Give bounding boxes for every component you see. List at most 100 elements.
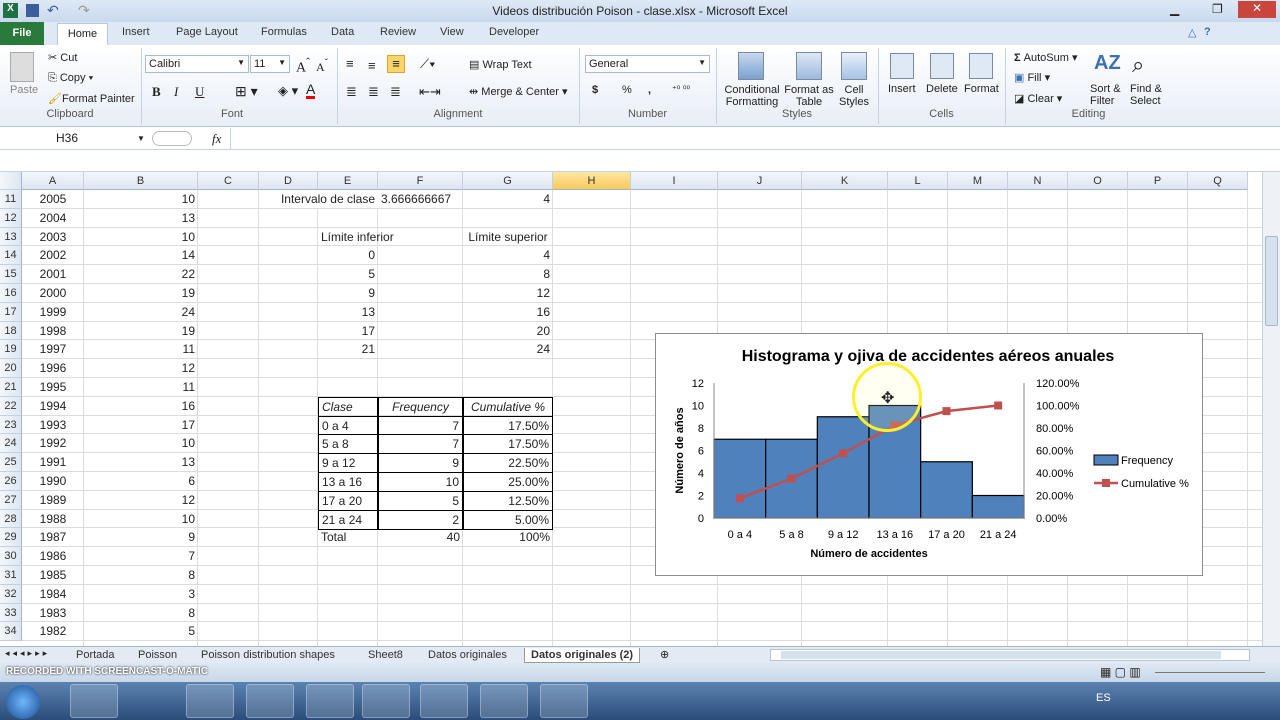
name-box[interactable]: H36 ▼ <box>56 131 145 145</box>
table-cell[interactable]: 17.50% <box>463 415 553 436</box>
cell-year[interactable]: 1995 <box>39 380 67 394</box>
insert-sheet-icon[interactable]: ⊕ <box>660 649 670 661</box>
row-header[interactable]: 17 <box>0 302 22 322</box>
cell-year[interactable]: 1985 <box>39 568 67 582</box>
cell-year[interactable]: 1990 <box>39 474 67 488</box>
table-cell[interactable]: 17.50% <box>463 434 553 455</box>
row-header[interactable]: 30 <box>0 547 22 566</box>
sheet-tab[interactable]: Poisson <box>138 649 178 661</box>
cell-accidents[interactable]: 16 <box>181 398 195 413</box>
row-header[interactable]: 11 <box>0 190 22 209</box>
upper-limit-label[interactable]: Límite superior <box>468 229 548 244</box>
upper-limit[interactable]: 24 <box>536 342 550 357</box>
column-header-B[interactable]: B <box>84 172 198 190</box>
row-header[interactable]: 22 <box>0 396 22 416</box>
column-header-J[interactable]: J <box>718 172 802 190</box>
column-header-M[interactable]: M <box>948 172 1008 190</box>
taskbar-lync-icon[interactable] <box>306 684 354 718</box>
cell-year[interactable]: 1997 <box>39 342 67 357</box>
tab-file[interactable]: File <box>0 22 44 45</box>
row-header[interactable]: 13 <box>0 227 22 247</box>
formula-expand-icon[interactable] <box>152 131 192 146</box>
conditional-formatting-button[interactable]: Conditional Formatting <box>724 84 780 108</box>
number-format-select[interactable]: General ▼ <box>585 55 710 73</box>
cell-year[interactable]: 1983 <box>39 605 67 620</box>
start-button[interactable] <box>6 685 40 719</box>
align-left-icon[interactable]: ≣ <box>346 84 357 99</box>
restore-button[interactable]: ❐ <box>1212 2 1223 16</box>
cell-year[interactable]: 1998 <box>39 323 67 338</box>
minimize-ribbon-icon[interactable]: △ <box>1188 27 1197 39</box>
row-header[interactable]: 21 <box>0 378 22 397</box>
tab-insert[interactable]: Insert <box>122 26 150 38</box>
row-header[interactable]: 19 <box>0 340 22 360</box>
lower-limit[interactable]: 21 <box>361 342 375 357</box>
cell-accidents[interactable]: 7 <box>188 549 195 564</box>
cell-accidents[interactable]: 11 <box>182 342 195 357</box>
cell-year[interactable]: 1989 <box>39 492 67 507</box>
cell-accidents[interactable]: 22 <box>181 267 195 282</box>
cell-accidents[interactable]: 12 <box>181 492 195 507</box>
table-cell[interactable]: 17 a 20 <box>318 490 378 511</box>
cut-button[interactable]: ✂ Cut <box>48 51 77 64</box>
row-header[interactable]: 29 <box>0 528 22 548</box>
comma-button[interactable]: , <box>648 84 652 96</box>
row-header[interactable]: 26 <box>0 472 22 491</box>
cell-accidents[interactable]: 5 <box>188 624 195 639</box>
tab-data[interactable]: Data <box>331 26 355 38</box>
row-header[interactable]: 28 <box>0 509 22 529</box>
find-select-button[interactable]: Find & Select <box>1130 83 1162 107</box>
tab-page-layout[interactable]: Page Layout <box>176 26 238 38</box>
fill-color-icon[interactable]: ◈ ▾ <box>278 83 299 98</box>
taskbar-excel-icon[interactable] <box>362 684 410 718</box>
font-color-icon[interactable]: A <box>306 81 316 99</box>
cell-accidents[interactable]: 11 <box>182 380 195 394</box>
column-header-N[interactable]: N <box>1008 172 1068 190</box>
conditional-formatting-icon[interactable] <box>738 52 764 80</box>
table-cell[interactable]: 9 <box>378 453 463 474</box>
delete-button[interactable]: Delete <box>926 83 958 95</box>
table-header[interactable]: Clase <box>318 396 378 417</box>
cell-year[interactable]: 1994 <box>39 398 67 413</box>
cell-year[interactable]: 1987 <box>39 530 67 545</box>
lower-limit[interactable]: 13 <box>361 304 375 319</box>
close-button[interactable]: ✕ <box>1238 1 1276 18</box>
copy-button[interactable]: ⎘ Copy ▾ <box>48 72 94 84</box>
cell-accidents[interactable]: 14 <box>181 248 195 263</box>
table-cell[interactable]: 7 <box>378 415 463 436</box>
cell-year[interactable]: 2004 <box>39 210 67 225</box>
lower-limit[interactable]: 9 <box>368 286 375 300</box>
fill-button[interactable]: ▣ Fill ▾ <box>1014 72 1051 84</box>
merge-center-button[interactable]: ⇹ Merge & Center ▾ <box>469 86 568 98</box>
table-cell[interactable]: 12.50% <box>463 490 553 511</box>
cell-accidents[interactable]: 17 <box>181 417 195 432</box>
cell-accidents[interactable]: 8 <box>188 605 195 620</box>
column-header-L[interactable]: L <box>888 172 948 190</box>
cell-year[interactable]: 1993 <box>39 417 67 432</box>
sheet-tab[interactable]: Datos originales <box>428 649 507 661</box>
interval-rounded[interactable]: 4 <box>543 192 550 206</box>
shrink-font-icon[interactable]: Aˇ <box>316 58 329 74</box>
cell-year[interactable]: 1991 <box>39 455 67 470</box>
table-total[interactable]: 40 <box>446 530 460 545</box>
table-cell[interactable]: 9 a 12 <box>318 453 378 474</box>
cell-year[interactable]: 2000 <box>39 286 67 300</box>
column-header-O[interactable]: O <box>1068 172 1128 190</box>
align-top-icon[interactable]: ≡ <box>346 56 354 71</box>
row-header[interactable]: 31 <box>0 566 22 585</box>
sheet-tab[interactable]: Sheet8 <box>368 649 403 661</box>
row-header[interactable]: 27 <box>0 490 22 510</box>
zoom-slider[interactable] <box>1155 672 1265 673</box>
formula-input[interactable] <box>230 128 1266 149</box>
cell-year[interactable]: 1992 <box>39 436 67 451</box>
cell-year[interactable]: 2005 <box>39 192 67 206</box>
lower-limit[interactable]: 17 <box>361 323 375 338</box>
cell-accidents[interactable]: 13 <box>181 210 195 225</box>
indent-icons[interactable]: ⇤⇥ <box>419 84 441 99</box>
delete-cells-icon[interactable] <box>930 53 954 79</box>
cell-accidents[interactable]: 6 <box>188 474 195 488</box>
save-icon[interactable] <box>26 4 39 17</box>
tab-formulas[interactable]: Formulas <box>261 26 307 38</box>
taskbar-powerpoint-icon[interactable] <box>420 684 468 718</box>
cell-accidents[interactable]: 10 <box>181 229 195 244</box>
